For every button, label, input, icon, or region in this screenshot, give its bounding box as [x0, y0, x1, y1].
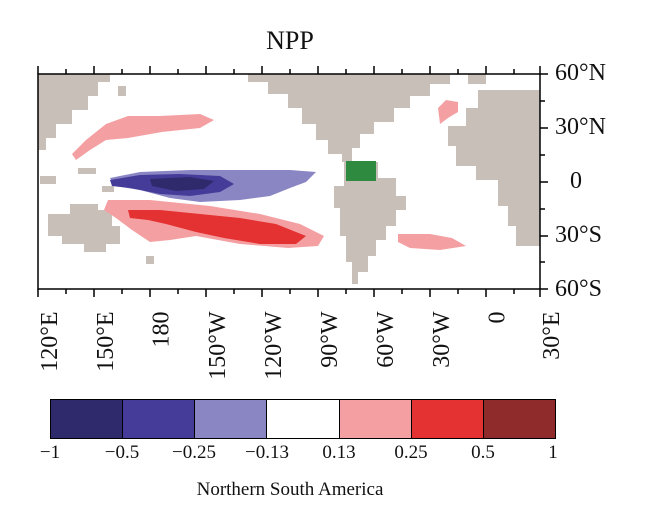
lat-label-60n: 60°N	[555, 60, 606, 86]
colorbar-tick: 0.25	[394, 442, 428, 463]
colorbar-segment	[267, 400, 340, 438]
colorbar-tick: −0.25	[172, 442, 216, 463]
land-australia	[48, 204, 120, 252]
colorbar	[50, 399, 556, 439]
lat-label-30s: 30°S	[555, 222, 602, 248]
lat-label-60s: 60°S	[555, 276, 602, 302]
land-new-zealand	[146, 256, 154, 264]
lon-label-30e: 30°E	[538, 311, 565, 360]
anomaly-darkest-blue	[150, 177, 214, 191]
colorbar-segment	[123, 400, 196, 438]
colorbar-segment	[483, 400, 555, 438]
lat-label-30n: 30°N	[555, 114, 606, 140]
land-asia	[38, 74, 110, 150]
lon-label-120w: 120°W	[260, 311, 287, 380]
land-north-america	[248, 74, 450, 162]
lon-label-90w: 90°W	[316, 311, 343, 368]
colorbar-segment	[51, 400, 124, 438]
lon-label-150w: 150°W	[204, 311, 231, 380]
anomaly-red	[128, 210, 306, 244]
lon-label-30w: 30°W	[428, 311, 455, 368]
map-title: NPP	[266, 26, 314, 55]
colorbar-tick: −0.13	[245, 442, 289, 463]
colorbar-segment	[411, 400, 484, 438]
land-europe-africa	[448, 90, 540, 246]
colorbar-tick: −1	[39, 442, 61, 463]
darkest-blue-core	[150, 177, 214, 191]
red-south-pacific	[128, 210, 306, 244]
land-japan	[118, 86, 126, 96]
colorbar-tick: 1	[548, 442, 558, 463]
lon-label-150e: 150°E	[92, 311, 119, 372]
colorbar-segment	[195, 400, 268, 438]
light-red-south-atlantic	[398, 234, 466, 250]
region-marker	[346, 161, 376, 181]
lon-label-120e: 120°E	[36, 311, 63, 372]
land-indonesia	[40, 168, 114, 192]
light-red-north-pacific	[72, 114, 214, 160]
lon-label-60w: 60°W	[372, 311, 399, 368]
colorbar-tick: 0.5	[471, 442, 495, 463]
colorbar-tick: 0.13	[322, 442, 356, 463]
colorbar-segment	[339, 400, 412, 438]
lat-label-eq: 0	[570, 168, 582, 194]
land-south-america	[334, 162, 406, 284]
lon-label-180: 180	[148, 311, 175, 348]
light-red-north-atlantic	[438, 100, 458, 124]
frame-ticks	[37, 66, 548, 297]
lon-label-0: 0	[484, 311, 511, 324]
colorbar-tick: −0.5	[104, 442, 140, 463]
region-caption: Northern South America	[196, 479, 384, 500]
land-masses	[38, 74, 540, 284]
land-greenland	[468, 74, 486, 84]
